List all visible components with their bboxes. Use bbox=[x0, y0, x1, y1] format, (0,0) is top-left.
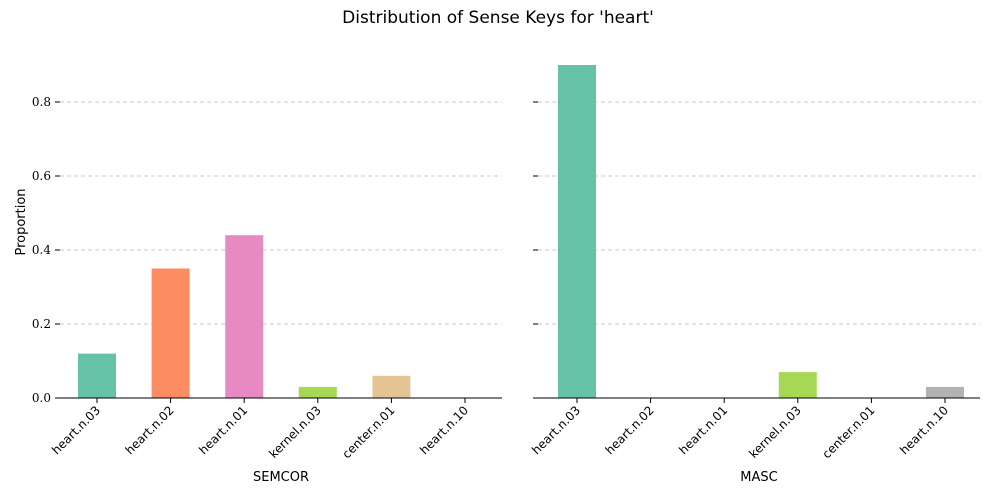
x-axis-label: SEMCOR bbox=[253, 470, 309, 485]
x-tick-label: center.n.01 bbox=[340, 403, 398, 461]
bar-heart.n.03 bbox=[558, 65, 596, 398]
x-axis-label: MASC bbox=[740, 470, 777, 485]
x-tick-label: heart.n.01 bbox=[676, 403, 730, 457]
x-tick-label: heart.n.10 bbox=[897, 403, 951, 457]
bar-heart.n.03 bbox=[78, 353, 116, 398]
chart-title: Distribution of Sense Keys for 'heart' bbox=[342, 8, 654, 28]
bar-kernel.n.03 bbox=[778, 372, 817, 398]
y-tick-label: 0.8 bbox=[32, 95, 51, 109]
y-tick-label: 0.6 bbox=[32, 169, 51, 183]
x-tick-label: heart.n.03 bbox=[529, 403, 583, 457]
x-tick-label: kernel.n.03 bbox=[266, 403, 324, 461]
x-tick-label: heart.n.02 bbox=[603, 403, 657, 457]
y-tick-label: 0.0 bbox=[32, 391, 51, 405]
panel-semcor: 0.0 0.2 0.4 0.6 0.8 heart.n.03 heart.n.02 heart… bbox=[32, 95, 502, 485]
x-tick-label: center.n.01 bbox=[820, 403, 878, 461]
x-tick-label: heart.n.03 bbox=[49, 403, 103, 457]
bar-center.n.01 bbox=[372, 375, 411, 398]
bar-heart.n.10 bbox=[926, 386, 964, 398]
bar-heart.n.01 bbox=[225, 235, 264, 398]
y-tick-label: 0.2 bbox=[32, 317, 51, 331]
x-tick-label: heart.n.01 bbox=[196, 403, 250, 457]
x-tick-label: heart.n.10 bbox=[417, 403, 471, 457]
bar-kernel.n.03 bbox=[298, 386, 337, 398]
x-tick-label: heart.n.02 bbox=[123, 403, 177, 457]
bar-heart.n.02 bbox=[151, 268, 190, 398]
panel-masc: heart.n.03 heart.n.02 heart.n.01 kernel.n.0… bbox=[529, 65, 980, 485]
y-tick-label: 0.4 bbox=[32, 243, 51, 257]
y-axis-label: Proportion bbox=[14, 188, 29, 255]
x-tick-label: kernel.n.03 bbox=[746, 403, 804, 461]
